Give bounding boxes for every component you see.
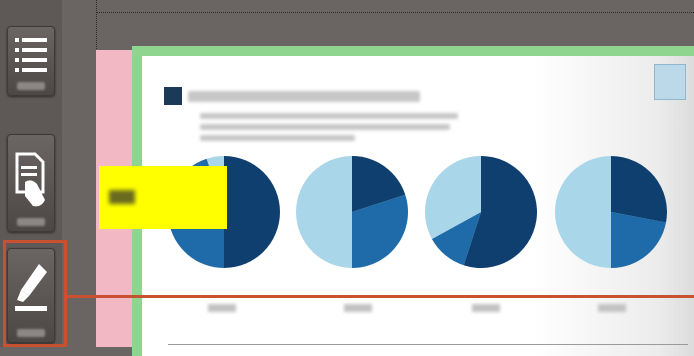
selection-guide-line xyxy=(67,295,694,298)
tool-label xyxy=(17,329,45,337)
guide-horizontal xyxy=(96,12,694,13)
pie-slice xyxy=(611,212,667,268)
document-body-line xyxy=(200,113,458,119)
document-title-marker xyxy=(164,87,182,105)
pie-slice xyxy=(224,156,280,268)
document-thumbnail-icon xyxy=(654,64,686,100)
pie-caption xyxy=(598,304,626,312)
highlight-text xyxy=(109,190,135,204)
highlighter-icon xyxy=(15,264,47,311)
pie-chart-2 xyxy=(296,156,408,268)
document-hand-icon xyxy=(15,152,45,207)
list-icon xyxy=(15,38,47,72)
document-tool-button[interactable] xyxy=(7,134,55,232)
pie-slice xyxy=(555,156,611,268)
document-rule xyxy=(168,344,688,345)
tool-label xyxy=(17,82,45,90)
document-body-line xyxy=(200,135,355,141)
pie-chart-4 xyxy=(555,156,667,268)
list-tool-button[interactable] xyxy=(7,26,55,96)
selected-tool-outline xyxy=(3,240,67,347)
pie-slice xyxy=(352,156,406,212)
pie-slice xyxy=(463,156,537,268)
highlighter-tool-button[interactable] xyxy=(7,248,55,343)
pie-slice xyxy=(425,156,481,239)
pie-caption xyxy=(472,304,500,312)
tool-sidebar xyxy=(0,0,62,347)
tool-label xyxy=(17,218,45,226)
pie-chart-3 xyxy=(425,156,537,268)
pie-slice xyxy=(296,156,352,268)
pie-slice xyxy=(431,212,481,266)
pie-caption xyxy=(208,304,236,312)
highlight-annotation[interactable] xyxy=(99,166,227,229)
pie-slice xyxy=(611,156,667,223)
pie-slice xyxy=(352,194,408,268)
document-title-text xyxy=(188,91,420,102)
document-body-line xyxy=(200,124,450,130)
pie-caption xyxy=(344,304,372,312)
